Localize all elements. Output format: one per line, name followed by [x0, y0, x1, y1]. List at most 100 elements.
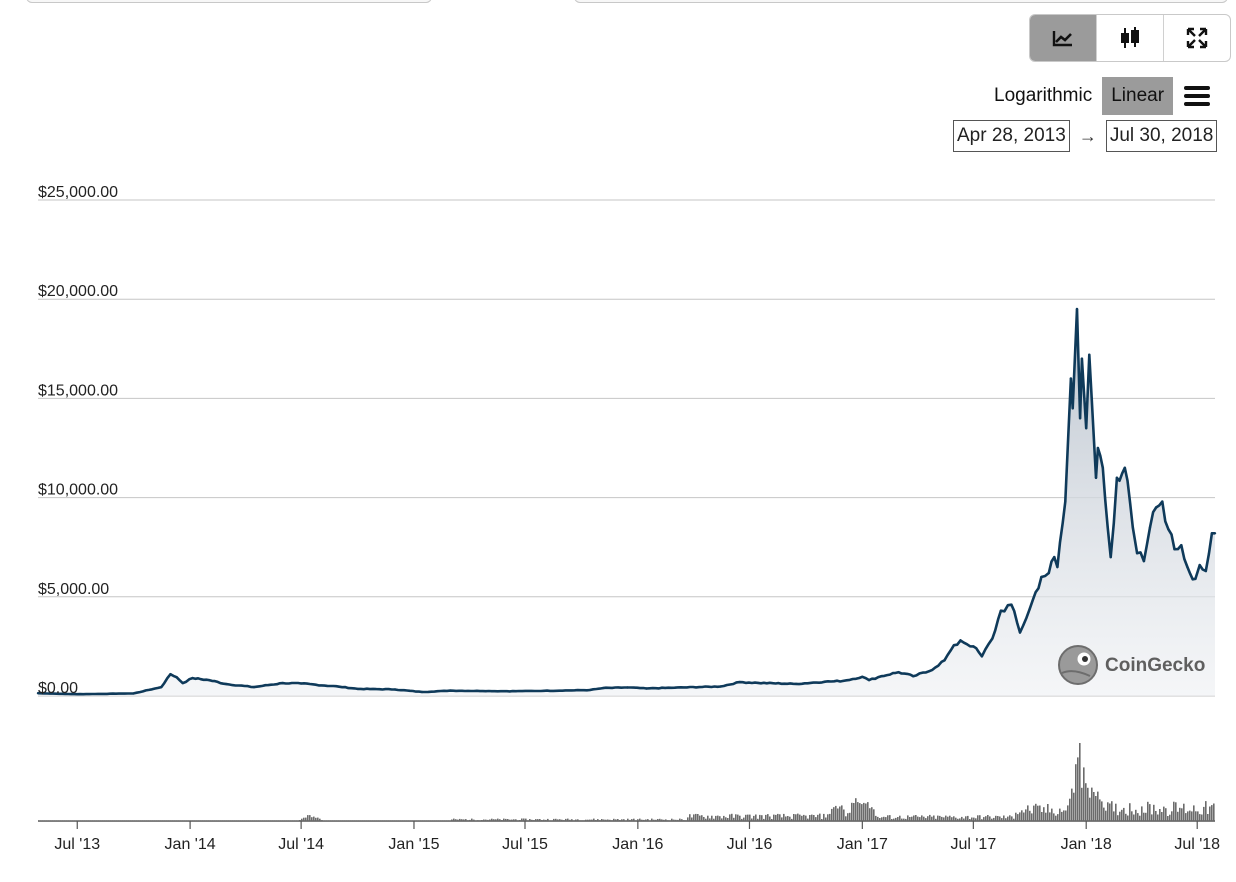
volume-bar — [785, 816, 787, 821]
volume-bar — [623, 819, 625, 821]
range-to-input[interactable]: Jul 30, 2018 — [1105, 120, 1218, 152]
price-point — [299, 682, 303, 685]
volume-bar — [41, 820, 43, 821]
volume-bar — [697, 814, 699, 821]
price-point — [252, 685, 256, 689]
volume-bar — [155, 820, 157, 821]
volume-bar — [69, 820, 71, 821]
volume-bar — [553, 818, 555, 821]
volume-bar — [135, 820, 137, 821]
volume-bar — [531, 819, 533, 821]
price-point — [645, 687, 648, 690]
volume-bar — [401, 820, 403, 821]
volume-bar — [445, 820, 447, 821]
volume-bar — [55, 820, 57, 821]
volume-bar — [853, 803, 855, 821]
volume-bar — [557, 819, 559, 821]
volume-bar — [851, 802, 853, 821]
volume-bar — [991, 818, 993, 821]
range-from-input[interactable]: Apr 28, 2013 — [953, 120, 1070, 152]
volume-bar — [141, 820, 143, 821]
price-point — [880, 675, 883, 678]
volume-bar — [117, 820, 119, 821]
volume-bar — [635, 820, 637, 821]
volume-bar — [415, 820, 417, 821]
volume-bar — [169, 820, 171, 821]
volume-bar — [133, 820, 135, 821]
volume-bar — [441, 820, 443, 821]
price-area — [38, 309, 1215, 696]
volume-bar — [251, 820, 253, 821]
volume-bar — [93, 820, 95, 821]
volume-bar — [97, 820, 99, 821]
volume-bar — [1083, 767, 1085, 821]
volume-bar — [95, 820, 97, 821]
volume-bar — [909, 817, 911, 821]
fullscreen-button[interactable] — [1164, 15, 1230, 61]
chart-menu-button[interactable] — [1184, 85, 1211, 107]
volume-bar — [151, 820, 153, 821]
volume-bar — [901, 818, 903, 821]
volume-bar — [751, 818, 753, 821]
volume-bar — [371, 820, 373, 821]
volume-bar — [1025, 809, 1027, 821]
gecko-logo-icon — [1058, 645, 1098, 685]
volume-bar — [377, 820, 379, 821]
price-line — [37, 307, 1215, 696]
price-point — [225, 682, 228, 686]
volume-bar — [1005, 818, 1007, 821]
volume-bar — [1059, 808, 1061, 821]
volume-bar — [193, 820, 195, 821]
volume-bar — [607, 819, 609, 821]
price-point — [1167, 528, 1170, 531]
price-point — [1210, 532, 1214, 535]
volume-bar — [265, 820, 267, 821]
volume-bar — [167, 820, 169, 821]
volume-bar — [713, 818, 715, 821]
volume-bar — [983, 817, 985, 821]
volume-bar — [403, 820, 405, 821]
volume-bar — [1087, 787, 1089, 821]
volume-bar — [253, 820, 255, 821]
volume-bar — [387, 820, 389, 821]
volume-bar — [693, 814, 695, 821]
candlestick-chart-button[interactable] — [1097, 15, 1164, 61]
volume-bar — [605, 819, 607, 821]
volume-bar — [921, 815, 923, 821]
x-tick-label: Jul '15 — [502, 836, 548, 853]
volume-bar — [663, 819, 665, 821]
volume-bar — [749, 814, 751, 821]
volume-bar — [351, 820, 353, 821]
volume-bar — [1125, 813, 1127, 821]
volume-bar — [947, 816, 949, 821]
volume-bar — [881, 817, 883, 821]
volume-bar — [719, 816, 721, 821]
volume-bar — [1165, 808, 1167, 821]
volume-bar — [1143, 812, 1145, 821]
price-point — [1123, 466, 1127, 469]
volume-bar — [347, 820, 349, 821]
volume-bar — [771, 819, 773, 821]
volume-bar — [875, 815, 877, 821]
volume-bar — [831, 808, 833, 821]
volume-bar — [885, 817, 887, 821]
volume-bar — [163, 820, 165, 821]
volume-bar — [609, 819, 611, 821]
price-point — [1053, 555, 1056, 559]
volume-bar — [629, 819, 631, 821]
volume-bar — [335, 820, 337, 821]
line-chart-button[interactable] — [1030, 15, 1097, 61]
hamburger-menu-icon — [1184, 86, 1211, 106]
volume-bar — [505, 818, 507, 821]
volume-bar — [1093, 792, 1095, 821]
volume-bar — [903, 818, 905, 821]
volume-bar — [639, 818, 641, 821]
volume-bar — [1133, 814, 1135, 821]
logarithmic-scale-button[interactable]: Logarithmic — [994, 85, 1093, 106]
volume-bar — [919, 817, 921, 821]
volume-bar — [905, 818, 907, 821]
volume-bar — [1139, 815, 1141, 821]
volume-bar — [323, 820, 325, 821]
linear-scale-button[interactable]: Linear — [1102, 77, 1174, 115]
